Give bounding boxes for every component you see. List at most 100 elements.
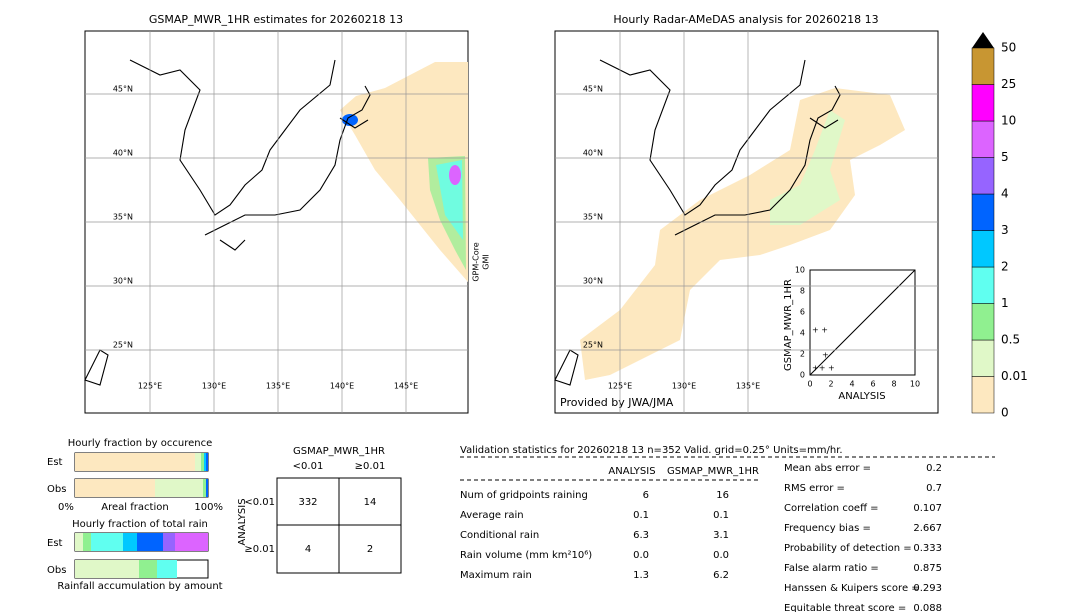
- val-label: Rain volume (mm km²10⁶): [460, 550, 592, 561]
- score-label: Equitable threat score =: [784, 603, 906, 612]
- colorbar-segment: [971, 120, 995, 158]
- inset-ytick: 10: [795, 266, 805, 275]
- colorbar-extend: [972, 32, 994, 48]
- val-label: Maximum rain: [460, 570, 532, 581]
- lat-label: 35°N: [583, 213, 603, 222]
- val-estimate: 16: [716, 490, 729, 501]
- val-analysis: 1.3: [633, 570, 649, 581]
- ct-cell: 332: [298, 497, 317, 508]
- score-label: Probability of detection =: [784, 543, 912, 554]
- colorbar-segment: [971, 157, 995, 195]
- inset-ylabel: GSMAP_MWR_1HR: [783, 279, 794, 371]
- colorbar-segment: [971, 303, 995, 341]
- val-estimate: 6.2: [713, 570, 729, 581]
- val-analysis: 6.3: [633, 530, 649, 541]
- score-value: 0.088: [913, 603, 942, 612]
- inset-points: ++ +: [812, 364, 835, 373]
- inset-xtick: 4: [849, 380, 854, 389]
- lon-label: 140°E: [330, 382, 354, 391]
- score-label: RMS error =: [784, 483, 845, 494]
- colorbar-segment: [971, 376, 995, 414]
- ct-cell: 4: [305, 544, 311, 555]
- score-value: 0.875: [913, 563, 942, 574]
- score-value: 0.333: [913, 543, 942, 554]
- side-label: GMI: [482, 254, 491, 269]
- axis-label: 100%: [194, 502, 223, 513]
- lon-label: 145°E: [394, 382, 418, 391]
- inset-diagonal: [809, 269, 916, 376]
- total-footer: Rainfall accumulation by amount: [57, 581, 222, 592]
- ct-col: ≥0.01: [355, 461, 386, 472]
- left-title: GSMAP_MWR_1HR estimates for 20260218 13: [149, 13, 403, 26]
- score-value: 0.107: [913, 503, 942, 514]
- lat-label: 25°N: [113, 341, 133, 350]
- colorbar-label: 5: [1001, 150, 1009, 164]
- colorbar-label: 0: [1001, 406, 1009, 420]
- credit: Provided by JWA/JMA: [560, 396, 674, 409]
- colorbar-label: 3: [1001, 223, 1009, 237]
- colorbar-segment: [971, 47, 995, 85]
- val-col: ANALYSIS: [608, 466, 655, 477]
- lat-label: 45°N: [583, 85, 603, 94]
- val-label: Average rain: [460, 510, 524, 521]
- lat-label: 45°N: [113, 85, 133, 94]
- inset-ytick: 8: [800, 287, 805, 296]
- ct-cell: 2: [367, 544, 373, 555]
- lon-label: 130°E: [202, 382, 226, 391]
- ct-row: <0.01: [244, 497, 275, 508]
- inset-xtick: 10: [910, 380, 920, 389]
- occ-title: Hourly fraction by occurence: [68, 438, 212, 449]
- inset-points: +: [822, 351, 829, 360]
- val-analysis: 0.0: [633, 550, 649, 561]
- row-label: Est: [47, 457, 63, 468]
- inset-xlabel: ANALYSIS: [838, 391, 885, 402]
- axis-label: Areal fraction: [101, 502, 168, 513]
- ct-col: <0.01: [293, 461, 324, 472]
- colorbar-segment: [971, 193, 995, 231]
- colorbar-label: 0.5: [1001, 333, 1020, 347]
- colorbar-label: 4: [1001, 187, 1009, 201]
- colorbar-label: 25: [1001, 77, 1016, 91]
- val-col: GSMAP_MWR_1HR: [667, 466, 759, 477]
- lat-label: 30°N: [583, 277, 603, 286]
- fraction-bars: [74, 452, 209, 579]
- ct-cell: 14: [364, 497, 377, 508]
- colorbar-label: 50: [1001, 41, 1016, 55]
- colorbar-segment: [971, 230, 995, 268]
- lat-label: 40°N: [583, 149, 603, 158]
- inset-xtick: 6: [870, 380, 875, 389]
- inset-xtick: 8: [891, 380, 896, 389]
- colorbar-segment: [971, 339, 995, 377]
- score-value: 0.7: [926, 483, 942, 494]
- colorbar-segment: [971, 84, 995, 122]
- inset-ytick: 4: [800, 329, 805, 338]
- inset-xtick: 2: [828, 380, 833, 389]
- val-label: Num of gridpoints raining: [460, 490, 588, 501]
- inset-ytick: 2: [800, 350, 805, 359]
- colorbar-segment: [971, 266, 995, 304]
- right-title: Hourly Radar-AMeDAS analysis for 2026021…: [613, 13, 878, 26]
- lat-label: 40°N: [113, 149, 133, 158]
- inset-xtick: 0: [807, 380, 812, 389]
- score-value: 0.293: [913, 583, 942, 594]
- ct-row: ≥0.01: [244, 544, 275, 555]
- ct-title: GSMAP_MWR_1HR: [293, 446, 385, 457]
- score-label: False alarm ratio =: [784, 563, 879, 574]
- score-value: 2.667: [913, 523, 942, 534]
- lat-label: 35°N: [113, 213, 133, 222]
- row-label: Obs: [47, 484, 66, 495]
- score-label: Hanssen & Kuipers score =: [784, 583, 920, 594]
- total-title: Hourly fraction of total rain: [72, 519, 208, 530]
- val-estimate: 0.0: [713, 550, 729, 561]
- ct-row-axis: ANALYSIS: [237, 498, 248, 545]
- lon-label: 135°E: [736, 382, 760, 391]
- val-analysis: 0.1: [633, 510, 649, 521]
- inset-ytick: 6: [800, 308, 805, 317]
- val-estimate: 0.1: [713, 510, 729, 521]
- row-label: Est: [47, 538, 63, 549]
- axis-label: 0%: [58, 502, 74, 513]
- lat-label: 30°N: [113, 277, 133, 286]
- score-label: Mean abs error =: [784, 463, 871, 474]
